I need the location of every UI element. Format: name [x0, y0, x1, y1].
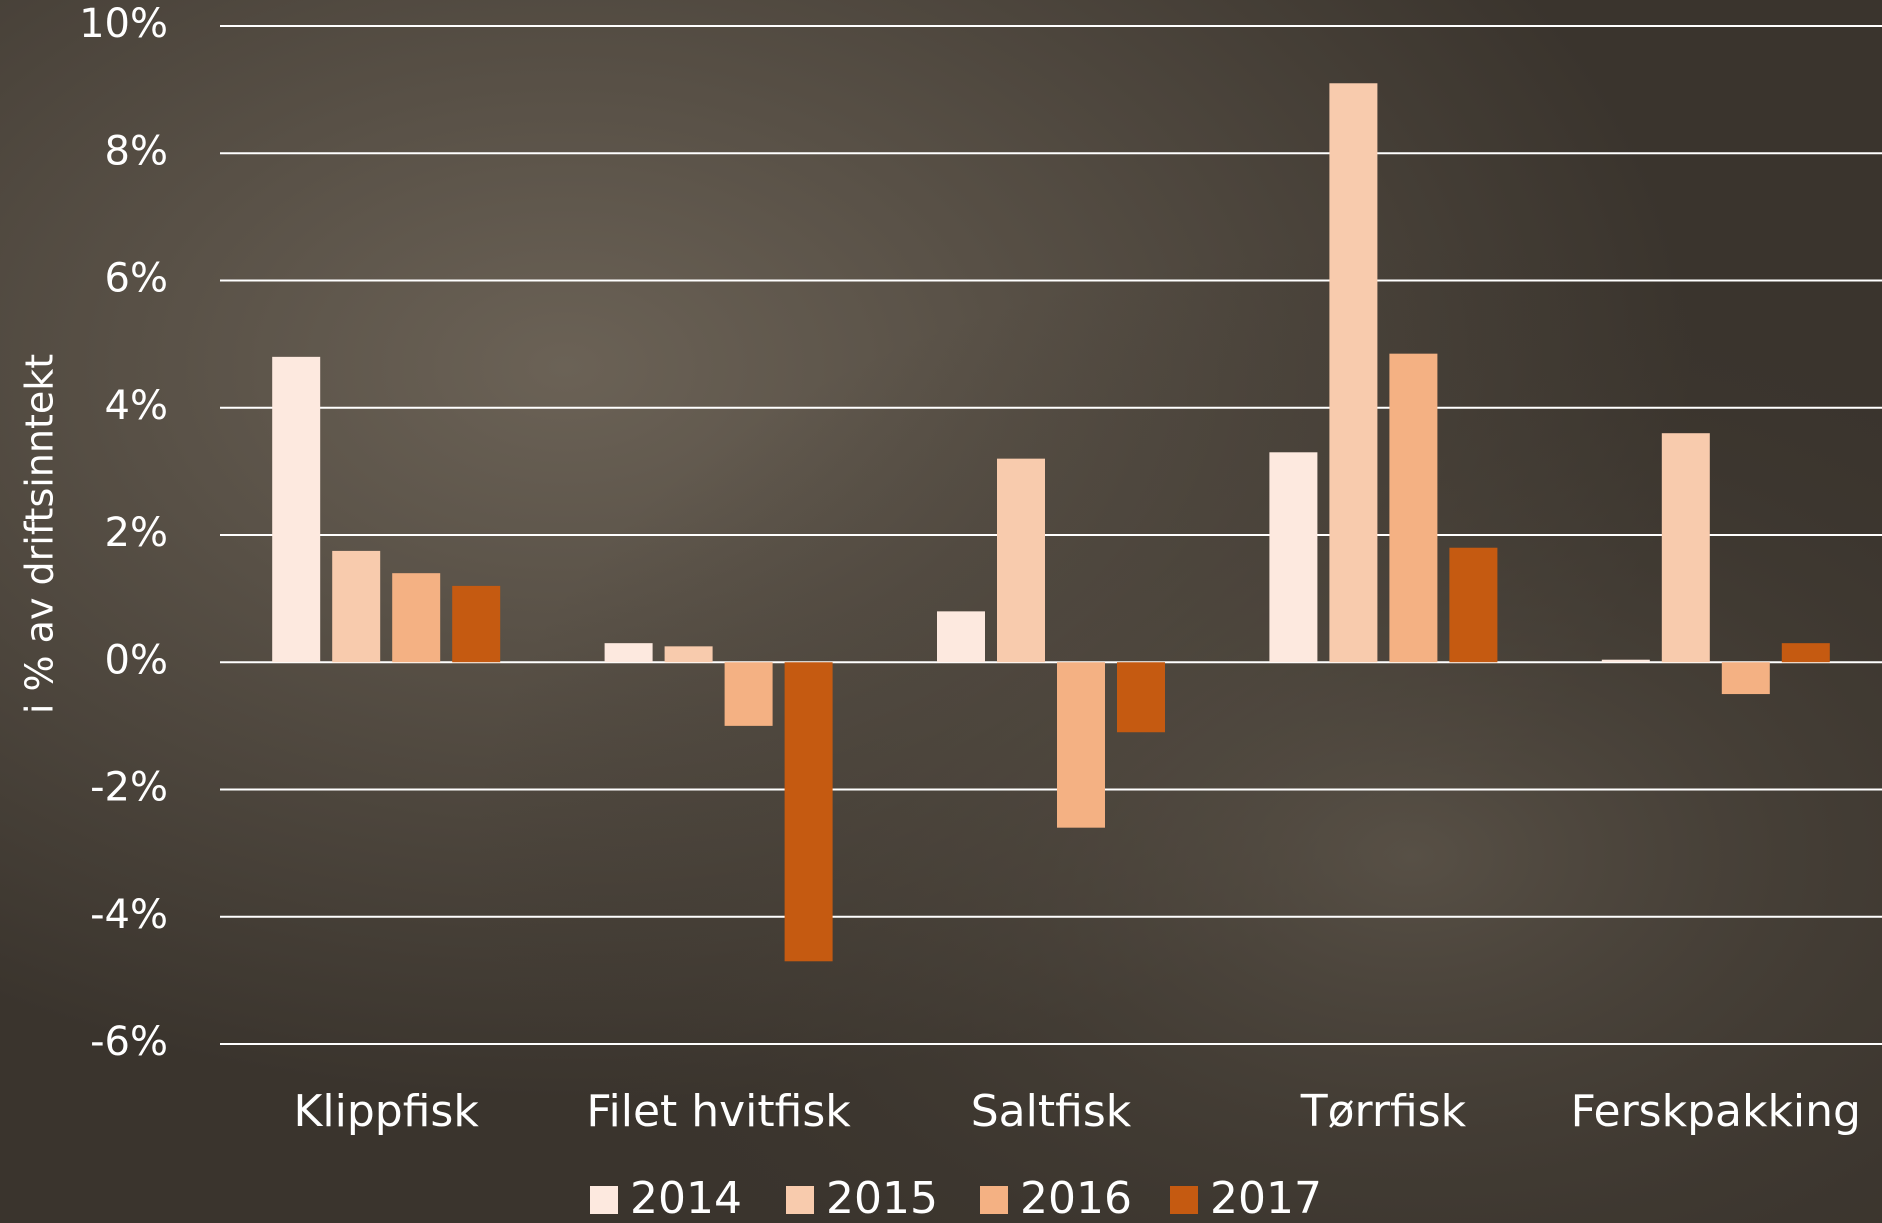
bar — [1602, 660, 1650, 663]
y-tick-label: -4% — [90, 892, 168, 938]
bar — [1389, 354, 1437, 663]
legend-swatch — [786, 1186, 814, 1214]
legend-swatch — [590, 1186, 618, 1214]
legend-swatch — [1170, 1186, 1198, 1214]
y-tick-label: 4% — [105, 383, 168, 429]
y-tick-label: 6% — [105, 256, 168, 302]
x-tick-label: Ferskpakking — [1571, 1086, 1861, 1137]
bar — [725, 662, 773, 726]
y-tick-label: 8% — [105, 128, 168, 174]
bar — [997, 459, 1045, 663]
bar — [272, 357, 320, 662]
bar — [605, 643, 653, 662]
bar — [785, 662, 833, 961]
bar — [1117, 662, 1165, 732]
bar — [1722, 662, 1770, 694]
y-tick-label: 0% — [105, 637, 168, 683]
bar — [1449, 548, 1497, 663]
legend-label: 2015 — [826, 1173, 938, 1223]
x-tick-label: Klippfisk — [294, 1086, 480, 1137]
bar — [937, 611, 985, 662]
legend-swatch — [980, 1186, 1008, 1214]
y-tick-label: -6% — [90, 1019, 168, 1065]
bar — [392, 573, 440, 662]
bar — [665, 646, 713, 662]
y-axis-title: i % av driftsinntekt — [18, 354, 62, 714]
y-tick-label: 10% — [79, 1, 168, 47]
bar — [1269, 452, 1317, 662]
bar — [1057, 662, 1105, 827]
y-tick-label: 2% — [105, 510, 168, 556]
legend-label: 2016 — [1020, 1173, 1132, 1223]
x-tick-label: Tørrfisk — [1300, 1086, 1467, 1137]
bar — [1329, 83, 1377, 662]
bar — [1782, 643, 1830, 662]
bar — [1662, 433, 1710, 662]
y-tick-label: -2% — [90, 765, 168, 811]
bar — [452, 586, 500, 662]
x-tick-label: Filet hvitfisk — [586, 1086, 851, 1137]
chart: i % av driftsinntekt -6% -4% -2% 0% 2% 4% 6% 8%… — [0, 0, 1882, 1223]
legend-label: 2014 — [630, 1173, 742, 1223]
x-tick-label: Saltfisk — [971, 1086, 1132, 1137]
bar — [332, 551, 380, 662]
legend-label: 2017 — [1210, 1173, 1322, 1223]
